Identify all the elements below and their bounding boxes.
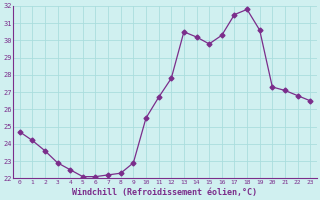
X-axis label: Windchill (Refroidissement éolien,°C): Windchill (Refroidissement éolien,°C) xyxy=(72,188,258,197)
